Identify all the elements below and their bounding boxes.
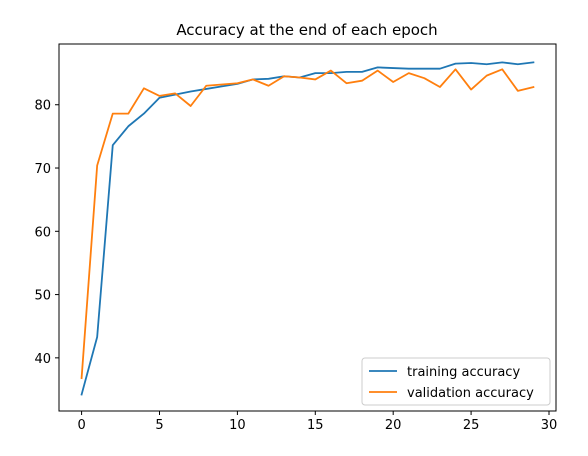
y-tick-label: 60 [34, 225, 51, 240]
x-tick-label: 20 [385, 418, 402, 433]
y-tick-label: 40 [34, 352, 51, 367]
x-tick-label: 25 [463, 418, 480, 433]
x-axis-ticks: 0 5 10 15 20 25 30 [77, 411, 557, 433]
series-layer [80, 61, 535, 396]
y-tick-label: 80 [34, 99, 51, 114]
plot-frame [58, 43, 557, 412]
legend-label-validation: validation accuracy [407, 386, 534, 401]
x-tick-label: 15 [307, 418, 324, 433]
legend-box [361, 357, 551, 406]
x-tick-label: 5 [155, 418, 163, 433]
series-line-training [80, 61, 535, 396]
legend: training accuracy validation accuracy [361, 357, 551, 406]
x-tick-label: 30 [541, 418, 558, 433]
chart-title: Accuracy at the end of each epoch [176, 21, 437, 39]
x-tick-label: 0 [77, 418, 85, 433]
x-tick-label: 10 [229, 418, 246, 433]
y-tick-label: 50 [34, 289, 51, 304]
legend-label-training: training accuracy [407, 365, 520, 380]
y-tick-label: 70 [34, 162, 51, 177]
series-line-validation [80, 68, 535, 380]
y-axis-ticks: 40 50 60 70 80 [34, 99, 59, 367]
